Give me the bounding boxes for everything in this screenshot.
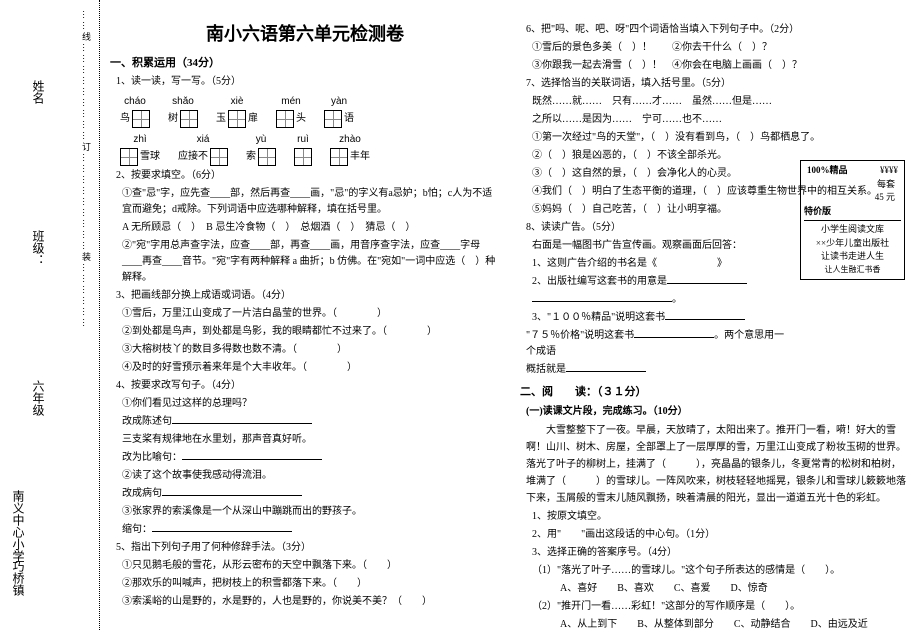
q4a2: 改成陈述句: [122, 414, 500, 430]
tian-box[interactable]: [324, 110, 342, 128]
answer-blank[interactable]: [182, 450, 322, 460]
p3: 3、选择正确的答案序号。（4分）: [532, 545, 910, 561]
p1: 1、按原文填空。: [532, 509, 910, 525]
q4b2: 改为比喻句：: [122, 450, 500, 466]
pinyin: xiè: [231, 94, 244, 110]
pinyin-row-2: zhì雪球 xiá应接不 yù索 ruì zhào丰年: [120, 132, 500, 166]
class-label: 班级：: [30, 230, 47, 266]
pinyin: yù: [256, 132, 267, 148]
q2b: A 无所顾忌（ ） B 忌生冷食物（ ） 总烟酒（ ） 猜忌（ ）: [122, 220, 500, 236]
q4d2: 缩句：: [122, 522, 500, 538]
pinyin-row-1: cháo鸟 shǎo树 xiè玉扉 mén头 yàn语: [120, 94, 500, 128]
grade-label: 六年级: [30, 380, 47, 416]
ad-price-sym: ¥¥¥¥: [880, 164, 898, 178]
q8a: 右面是一幅图书广告宣传画。观察画面后回答：: [532, 238, 790, 254]
q4a: ①你们看见过这样的总理吗？: [122, 396, 500, 412]
q5c: ③索溪峪的山是野的，水是野的，人也是野的，你说美不美？（ ）: [122, 594, 500, 610]
pinyin: cháo: [124, 94, 146, 110]
q7-prompt: 7、选择恰当的关联词语，填入括号里。（5分）: [526, 76, 910, 92]
q1-prompt: 1、读一读，写一写。（5分）: [116, 74, 500, 90]
tian-box[interactable]: [120, 148, 138, 166]
q6a: ①雪后的景色多美（ ）！ ②你去干什么（ ）？: [532, 40, 910, 56]
q5-prompt: 5、指出下列句子用了何种修辞手法。（3分）: [116, 540, 500, 556]
q8g: 概括就是: [526, 362, 790, 378]
page-content: 南小六语第六单元检测卷 一、积累运用（34分） 1、读一读，写一写。（5分） c…: [110, 20, 910, 635]
sub-head: (一)读课文片段，完成练习。（10分）: [526, 404, 910, 420]
tian-box[interactable]: [210, 148, 228, 166]
q2-prompt: 2、按要求填空。（6分）: [116, 168, 500, 184]
section-2-head: 二、阅 读：（３１分）: [520, 384, 910, 402]
pinyin: zhì: [133, 132, 146, 148]
q7-opts2: 之所以……是因为…… 宁可……也不……: [532, 112, 910, 128]
pinyin: xiá: [197, 132, 210, 148]
tian-box[interactable]: [180, 110, 198, 128]
ad-each: 每套: [877, 179, 895, 189]
q5b: ②那欢乐的叫喊声，把树枝上的积雪都落下来。（ ）: [122, 576, 500, 592]
answer-blank[interactable]: [152, 522, 292, 532]
q3a: ①雪后，万里江山变成了一片洁白晶莹的世界。（ ）: [122, 306, 500, 322]
answer-blank[interactable]: [172, 414, 312, 424]
answer-blank[interactable]: [532, 292, 672, 302]
q7a: ①第一次经过"鸟的天堂"，（ ）没有看到鸟，（ ）鸟都栖息了。: [532, 130, 910, 146]
q7-opts: 既然……就…… 只有……才…… 虽然……但是……: [532, 94, 910, 110]
pinyin: ruì: [297, 132, 309, 148]
section-1-head: 一、积累运用（34分）: [110, 55, 500, 73]
tian-box[interactable]: [294, 148, 312, 166]
q2a: ①查"忌"字，应先查____部，然后再查____画，"忌"的字义有a忌妒；b怕；…: [122, 186, 500, 218]
ad-line8: 让人生融汇书香: [804, 264, 901, 276]
ad-box: 100%精品 ¥¥¥¥ 每套 45 元 特价版 小学生阅读文库 ××少年儿童出版社…: [800, 160, 905, 280]
q3c: ③大榕树枝丫的数目多得数也数不清。（ ）: [122, 342, 500, 358]
pinyin: yàn: [331, 94, 347, 110]
q4d: ③张家界的索溪像是一个从深山中蹦跳而出的野孩子。: [122, 504, 500, 520]
q4c: ②读了这个故事使我感动得流泪。: [122, 468, 500, 484]
ad-price: 45 元: [875, 192, 895, 202]
p3a-opts: A、喜好 B、喜欢 C、喜爱 D、惊奇: [560, 581, 910, 597]
ad-promo: 100%精品: [807, 164, 848, 178]
q4b: 三支桨有规律地在水里划，那声音真好听。: [122, 432, 500, 448]
q6-prompt: 6、把"吗、呢、吧、呀"四个词语恰当填入下列句子中。（2分）: [526, 22, 910, 38]
answer-blank[interactable]: [667, 274, 747, 284]
ad-line5: 小学生阅读文库: [804, 223, 901, 237]
q8d: 3、"１００％精品"说明这套书: [532, 310, 790, 326]
q3d: ④及时的好雪预示着来年是个大丰收年。（ ）: [122, 360, 500, 376]
q2c: ②"宛"字用总声查字法，应查____部，再查____画，用音序查字法，应查___…: [122, 238, 500, 286]
binding-margin: 姓名 班级： 六年级 南义中心小学 巧桥镇 ……线………………………订………………: [0, 0, 100, 630]
tian-box[interactable]: [276, 110, 294, 128]
pinyin: mén: [281, 94, 300, 110]
left-column: 南小六语第六单元检测卷 一、积累运用（34分） 1、读一读，写一写。（5分） c…: [110, 20, 500, 635]
exam-title: 南小六语第六单元检测卷: [110, 20, 500, 49]
answer-blank[interactable]: [665, 310, 745, 320]
right-column: 6、把"吗、呢、吧、呀"四个词语恰当填入下列句子中。（2分） ①雪后的景色多美（…: [520, 20, 910, 635]
ad-line7: 让读书走进人生: [804, 250, 901, 264]
p3b-opts: A、从上到下 B、从整体到部分 C、动静结合 D、由远及近: [560, 617, 910, 633]
ad-special: 特价版: [804, 206, 831, 216]
passage: 大雪整整下了一夜。早晨，天放晴了，太阳出来了。推开门一看，嗬！好大的雪啊！山川、…: [526, 422, 910, 507]
tian-box[interactable]: [258, 148, 276, 166]
answer-blank[interactable]: [162, 486, 302, 496]
answer-blank[interactable]: [634, 328, 714, 338]
name-label: 姓名: [30, 80, 47, 104]
q4c2: 改成病句: [122, 486, 500, 502]
pinyin: zhào: [339, 132, 361, 148]
q3b: ②到处都是鸟声，到处都是鸟影，我的眼睛都忙不过来了。（ ）: [122, 324, 500, 340]
p2: 2、用" "画出这段话的中心句。（1分）: [532, 527, 910, 543]
answer-blank[interactable]: [566, 362, 646, 372]
q3-prompt: 3、把画线部分换上成语或词语。（4分）: [116, 288, 500, 304]
tian-box[interactable]: [132, 110, 150, 128]
q8c: 2、出版社编写这套书的用意是: [532, 274, 790, 290]
q4-prompt: 4、按要求改写句子。（4分）: [116, 378, 500, 394]
pinyin: shǎo: [172, 94, 194, 110]
binding-line-marks: ……线………………………订………………………装………………: [80, 10, 93, 329]
q8e: "７５％价格"说明这套书。两个意思用一个成语: [526, 328, 790, 360]
p3a: （1）"落光了叶子……的雪球儿。"这个句子所表达的感情是（ ）。: [532, 563, 910, 579]
ad-line6: ××少年儿童出版社: [804, 237, 901, 251]
tian-box[interactable]: [228, 110, 246, 128]
q6b: ③你跟我一起去滑雪（ ）！ ④你会在电脑上画画（ ）？: [532, 58, 910, 74]
school-label-1: 南义中心小学: [10, 490, 27, 562]
p3b: （2）"推开门一看……彩虹！"这部分的写作顺序是（ ）。: [532, 599, 910, 615]
q5a: ①只见鹅毛般的雪花，从形云密布的天空中飘落下来。（ ）: [122, 558, 500, 574]
school-label-2: 巧桥镇: [10, 560, 27, 596]
q8b: 1、这则广告介绍的书名是《 》: [532, 256, 790, 272]
tian-box[interactable]: [330, 148, 348, 166]
